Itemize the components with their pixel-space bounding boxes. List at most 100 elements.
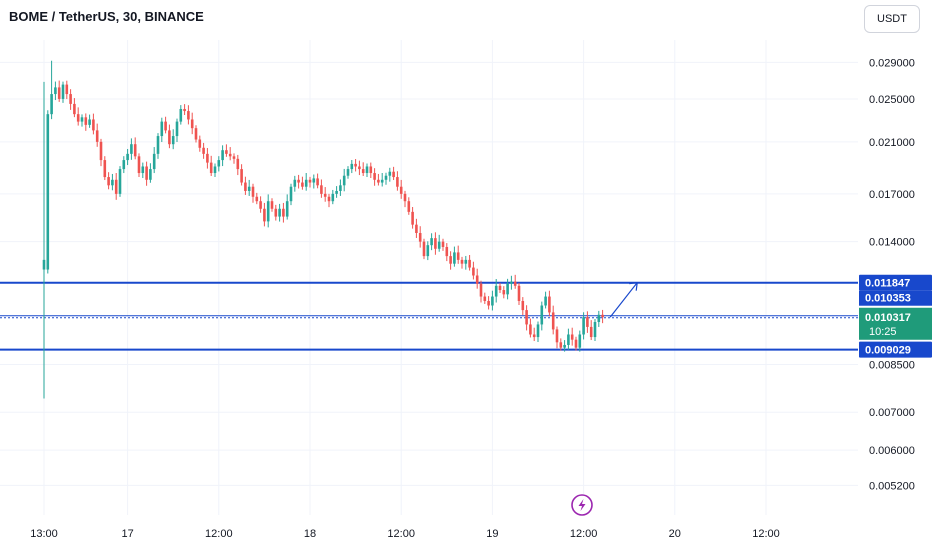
candle-body (434, 238, 437, 249)
candles (42, 60, 604, 399)
candle-body (54, 87, 57, 95)
y-tick-label: 0.006000 (869, 445, 915, 457)
candle-body (521, 300, 525, 311)
current-price-bg (859, 307, 932, 340)
overlay-price-label: 0.010353 (865, 293, 911, 305)
candle-body (221, 150, 224, 161)
candle-body (373, 173, 376, 180)
candle-body (472, 267, 475, 276)
candle-body (80, 117, 84, 122)
candle-body (323, 193, 327, 197)
horizontal-levels[interactable] (0, 281, 858, 351)
x-tick-label: 12:00 (570, 528, 598, 540)
candle-body (84, 117, 88, 125)
candle-body (312, 178, 316, 183)
candle-body (206, 153, 209, 163)
candle-body (304, 179, 308, 187)
candle-body (384, 175, 388, 180)
candle-body (456, 252, 460, 260)
candle-body (601, 314, 604, 318)
candle-body (483, 296, 487, 301)
candle-body (563, 344, 566, 348)
candle-body (426, 245, 430, 257)
candle-body (532, 334, 536, 338)
y-tick-label: 0.008500 (869, 359, 915, 371)
candle-body (92, 119, 95, 131)
candle-body (65, 84, 69, 95)
candle-body (285, 201, 289, 217)
y-tick-label: 0.021000 (869, 137, 915, 149)
candle-body (69, 94, 72, 104)
candle-body (308, 179, 312, 183)
candle-body (578, 334, 582, 348)
candle-body (175, 121, 179, 137)
candle-body (445, 246, 449, 257)
candle-body (418, 232, 422, 242)
candle-body (453, 252, 456, 264)
projection-arrow[interactable] (609, 281, 638, 318)
candle-body (179, 108, 183, 122)
candle-body (593, 321, 597, 338)
lightning-icon[interactable] (571, 494, 593, 516)
candle-body (589, 326, 593, 338)
candle-body (160, 121, 164, 137)
candle-body (278, 208, 281, 217)
y-tick-label: 0.005200 (869, 480, 915, 492)
projection-arrowhead[interactable] (629, 281, 638, 291)
candle-body (403, 193, 407, 202)
candle-body (399, 186, 403, 194)
price-tag-bg (859, 274, 932, 291)
candle-body (327, 196, 331, 202)
candle-body (491, 296, 494, 306)
x-tick-label: 13:00 (30, 528, 58, 540)
candle-body (130, 144, 133, 154)
candle-body (529, 324, 532, 335)
y-tick-label: 0.025000 (869, 94, 915, 106)
projection-line[interactable] (609, 282, 638, 318)
candle-body (365, 166, 369, 174)
price-axis[interactable]: 0.029000 0.025000 0.021000 0.017000 0.014000… (869, 57, 915, 492)
candle-body (574, 339, 578, 348)
grid (0, 40, 858, 515)
x-tick-label: 19 (486, 528, 498, 540)
candle-body (209, 162, 213, 174)
candle-body (525, 310, 528, 325)
candle-body (415, 224, 418, 233)
candle-body (548, 296, 551, 313)
candle-body (540, 305, 544, 325)
candle-body (61, 84, 65, 99)
candle-body (46, 114, 50, 270)
candle-body (152, 153, 156, 170)
candle-body (259, 201, 262, 209)
candle-body (228, 153, 232, 157)
candle-body (293, 179, 297, 187)
candle-body (255, 196, 259, 202)
candle-body (475, 275, 479, 284)
candle-body (190, 119, 194, 129)
candle-body (282, 208, 285, 217)
candle-body (517, 285, 521, 301)
candle-body (407, 201, 411, 212)
candle-body (137, 156, 141, 174)
candle-body (244, 182, 247, 191)
candle-body (225, 150, 228, 154)
candle-body (198, 139, 202, 148)
price-tag-bg (859, 290, 932, 306)
candle-body (95, 130, 99, 142)
candle-body (42, 259, 46, 270)
y-tick-label: 0.017000 (869, 189, 915, 201)
candle-body (187, 111, 190, 120)
candle-body (99, 141, 103, 161)
candle-body (111, 179, 114, 186)
candle-body (141, 166, 145, 174)
time-axis[interactable]: 13:00 17 12:00 18 12:00 19 12:00 20 12:00 (30, 528, 780, 540)
candle-body (88, 119, 91, 125)
candle-body (361, 169, 365, 174)
candle-body (114, 179, 118, 194)
candle-body (346, 169, 350, 176)
candle-body (567, 334, 570, 345)
price-labels: 0.011847 0.010353 0.010317 10:25 0.009029 (859, 274, 932, 358)
currency-button[interactable]: USDT (864, 5, 920, 33)
